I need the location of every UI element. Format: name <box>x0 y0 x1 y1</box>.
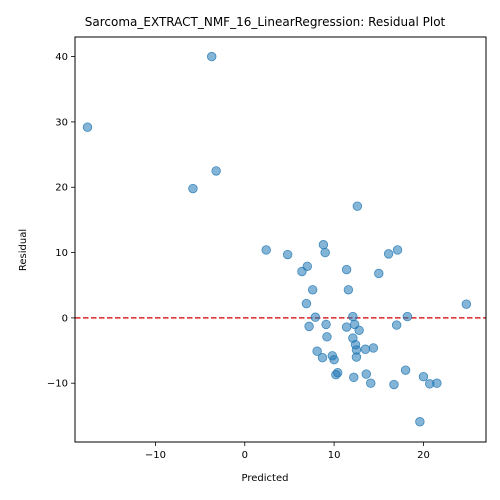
data-point <box>374 268 384 279</box>
data-point <box>82 122 93 132</box>
y-tick-label: 10 <box>55 248 68 259</box>
data-point <box>302 261 313 271</box>
data-point <box>317 353 328 363</box>
data-point <box>415 417 425 427</box>
data-point <box>418 371 429 382</box>
y-axis-ticks: −10 0 10 20 30 40 <box>47 52 75 390</box>
data-point <box>461 299 472 309</box>
x-axis-label: Predicted <box>242 473 289 484</box>
data-point <box>383 249 394 259</box>
data-point <box>389 379 399 390</box>
plot-frame <box>74 36 487 443</box>
data-point <box>341 322 352 332</box>
data-point <box>188 183 198 194</box>
data-point <box>392 245 403 255</box>
data-point <box>348 311 358 322</box>
data-points <box>82 51 472 427</box>
data-point <box>304 321 314 332</box>
data-point <box>282 249 293 260</box>
y-tick-label: 0 <box>62 313 68 324</box>
data-point <box>361 369 371 379</box>
x-tick-label: 0 <box>242 450 248 461</box>
data-point <box>368 343 379 353</box>
data-point <box>343 285 354 295</box>
data-point <box>312 346 322 356</box>
data-point <box>352 201 363 211</box>
data-point <box>321 319 331 330</box>
x-tick-label: 20 <box>417 450 430 461</box>
data-point <box>320 247 330 258</box>
data-point <box>351 352 362 362</box>
y-tick-label: 20 <box>55 183 68 194</box>
x-axis-ticks: −10 0 10 20 <box>145 442 430 461</box>
data-point <box>432 378 442 388</box>
data-point <box>301 298 312 309</box>
y-axis-label: Residual <box>18 229 29 271</box>
data-point <box>310 312 321 322</box>
data-point <box>402 311 413 322</box>
data-point <box>360 344 371 354</box>
data-point <box>329 354 339 365</box>
y-tick-label: 40 <box>55 52 68 63</box>
y-tick-label: 30 <box>55 117 68 128</box>
data-point <box>366 378 376 388</box>
data-point <box>391 320 402 330</box>
x-tick-label: 10 <box>328 450 341 461</box>
y-tick-label: −10 <box>47 379 68 390</box>
data-point <box>318 240 329 250</box>
x-tick-label: −10 <box>145 450 166 461</box>
data-point <box>211 166 221 176</box>
data-point <box>354 325 364 335</box>
data-point <box>349 372 359 383</box>
plot-area <box>74 36 487 443</box>
chart-title: Sarcoma_EXTRACT_NMF_16_LinearRegression:… <box>85 15 446 29</box>
data-point <box>331 370 341 380</box>
data-point <box>307 285 318 295</box>
data-point <box>400 365 411 375</box>
data-point <box>341 264 352 275</box>
data-point <box>322 332 332 342</box>
data-point <box>207 51 217 62</box>
data-point <box>261 245 271 255</box>
